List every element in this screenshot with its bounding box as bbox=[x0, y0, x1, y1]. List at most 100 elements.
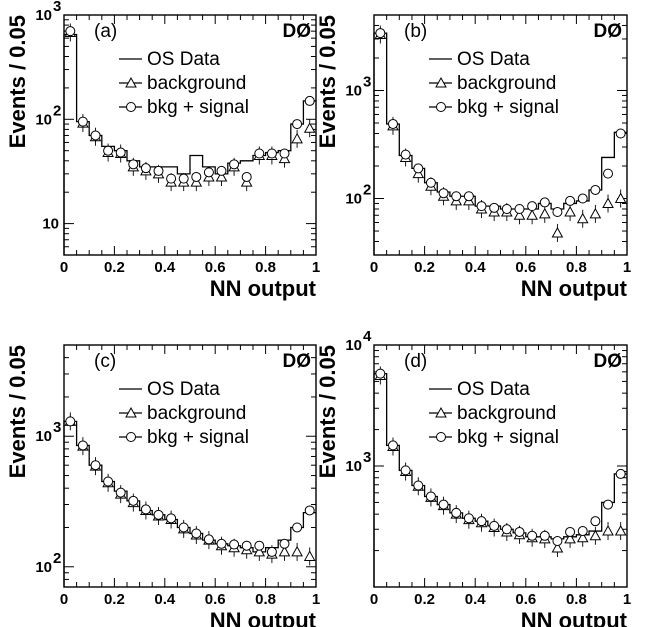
bkg-signal-point bbox=[489, 202, 500, 213]
bkg-signal-point bbox=[463, 513, 474, 524]
bkg-signal-point bbox=[178, 522, 189, 533]
x-tick-label: 0.6 bbox=[205, 259, 226, 276]
panel-label: (c) bbox=[94, 351, 116, 372]
background-point bbox=[576, 212, 589, 224]
bkg-signal-point bbox=[77, 440, 88, 451]
panel-label: (d) bbox=[404, 351, 427, 372]
bkg-signal-point bbox=[501, 524, 512, 535]
bkg-signal-point bbox=[90, 460, 101, 471]
x-tick-label: 0 bbox=[370, 259, 378, 276]
y-tick-exponent: 2 bbox=[53, 102, 61, 119]
background-point bbox=[291, 132, 303, 144]
y-tick-exponent: 3 bbox=[53, 419, 61, 436]
bkg-signal-point bbox=[438, 499, 449, 510]
bkg-signal-point bbox=[216, 538, 227, 549]
background-point bbox=[614, 192, 627, 204]
legend-marker-circle bbox=[126, 102, 136, 112]
bkg-signal-point bbox=[153, 509, 164, 520]
bkg-signal-point bbox=[463, 191, 474, 202]
bkg-signal-point bbox=[90, 130, 101, 141]
x-tick-label: 0.8 bbox=[255, 591, 276, 608]
legend-entry: background bbox=[457, 73, 556, 94]
bkg-signal-point bbox=[241, 540, 252, 551]
bkg-signal-point bbox=[128, 495, 139, 506]
bkg-signal-point bbox=[387, 440, 398, 451]
bkg-signal-point bbox=[241, 171, 252, 182]
bkg-signal-point bbox=[514, 526, 525, 537]
bkg-signal-point bbox=[603, 168, 614, 179]
bkg-signal-point bbox=[615, 128, 626, 139]
bkg-signal-point bbox=[615, 468, 626, 479]
bkg-signal-point bbox=[65, 416, 76, 427]
bkg-signal-point bbox=[539, 530, 550, 541]
legend-marker-triangle bbox=[435, 406, 447, 418]
y-tick-exponent: 3 bbox=[363, 449, 371, 466]
bkg-signal-point bbox=[279, 538, 290, 549]
x-tick-label: 0.8 bbox=[566, 259, 587, 276]
x-tick-label: 0.8 bbox=[255, 259, 276, 276]
x-tick-label: 0.6 bbox=[515, 591, 536, 608]
bkg-signal-point bbox=[489, 520, 500, 531]
background-point bbox=[589, 207, 602, 219]
x-tick-label: 0.4 bbox=[154, 259, 176, 276]
bkg-signal-point bbox=[400, 465, 411, 476]
x-axis-label: NN output bbox=[521, 276, 628, 301]
bkg-signal-point bbox=[203, 534, 214, 545]
bkg-signal-point bbox=[140, 163, 151, 174]
y-tick-exponent: 4 bbox=[363, 328, 372, 345]
y-tick-label: 10 bbox=[35, 559, 52, 576]
bkg-signal-point bbox=[565, 526, 576, 537]
bkg-signal-point bbox=[216, 165, 227, 176]
bkg-signal-point bbox=[279, 148, 290, 159]
legend-entry: background bbox=[147, 73, 246, 94]
background-point bbox=[253, 545, 266, 557]
bkg-signal-point bbox=[413, 480, 424, 491]
background-point bbox=[291, 545, 303, 557]
legend-entry: OS Data bbox=[457, 49, 530, 70]
legend-entry: bkg + signal bbox=[457, 427, 559, 448]
legend-entry: bkg + signal bbox=[147, 427, 249, 448]
bkg-signal-point bbox=[229, 539, 240, 550]
y-axis-label: Events / 0.05 bbox=[315, 15, 340, 148]
legend-marker-triangle bbox=[125, 406, 137, 418]
x-tick-label: 1 bbox=[623, 259, 631, 276]
legend-marker-circle bbox=[436, 102, 446, 112]
background-point bbox=[602, 197, 614, 208]
background-point bbox=[303, 122, 316, 133]
bkg-signal-point bbox=[375, 28, 386, 39]
x-tick-label: 0 bbox=[60, 591, 68, 608]
background-point bbox=[589, 529, 602, 541]
y-tick-label: 10 bbox=[345, 191, 362, 208]
background-point bbox=[551, 541, 564, 553]
background-point bbox=[602, 525, 614, 536]
x-tick-label: 0 bbox=[370, 591, 378, 608]
bkg-signal-point bbox=[115, 147, 126, 158]
y-tick-exponent: 2 bbox=[53, 550, 61, 567]
bkg-signal-point bbox=[103, 476, 114, 487]
bkg-signal-point bbox=[476, 516, 487, 527]
bkg-signal-point bbox=[527, 530, 538, 541]
legend-entry: bkg + signal bbox=[457, 97, 559, 118]
y-tick-label: 10 bbox=[345, 83, 362, 100]
bkg-signal-point bbox=[229, 159, 240, 170]
experiment-label: DØ bbox=[594, 21, 623, 42]
y-tick-label: 10 bbox=[42, 216, 59, 233]
experiment-label: DØ bbox=[594, 351, 623, 372]
x-tick-label: 0.4 bbox=[154, 591, 176, 608]
bkg-signal-point bbox=[425, 177, 436, 188]
background-point bbox=[564, 205, 576, 217]
bkg-signal-point bbox=[603, 499, 614, 510]
bkg-signal-point bbox=[166, 173, 177, 184]
background-point bbox=[278, 545, 291, 557]
x-tick-label: 0.2 bbox=[104, 259, 125, 276]
bkg-signal-point bbox=[438, 188, 449, 199]
legend-entry: OS Data bbox=[147, 379, 220, 400]
background-point bbox=[303, 550, 316, 561]
legend-entry: background bbox=[457, 403, 556, 424]
bkg-signal-point bbox=[539, 197, 550, 208]
bkg-signal-point bbox=[203, 167, 214, 178]
x-tick-label: 0.2 bbox=[414, 259, 435, 276]
panel-label: (b) bbox=[404, 21, 427, 42]
